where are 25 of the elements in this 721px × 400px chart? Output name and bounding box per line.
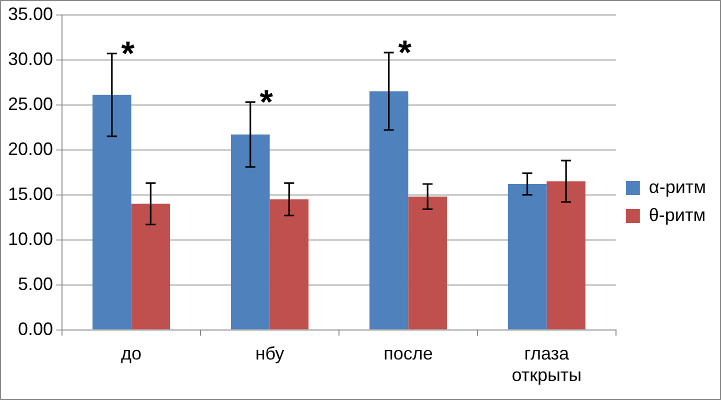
y-tick-label: 0.00 (18, 318, 54, 339)
legend-label: α-ритм (648, 176, 706, 197)
bar (131, 204, 170, 330)
y-tick-label: 30.00 (8, 48, 54, 69)
y-tick-label: 25.00 (8, 94, 54, 114)
bar (92, 94, 132, 330)
x-tick-label: до (121, 344, 142, 364)
bar (230, 134, 270, 330)
bar (369, 91, 408, 330)
y-tick-label: 35.00 (8, 4, 54, 24)
bar (270, 199, 309, 330)
y-tick-label: 10.00 (8, 228, 54, 249)
x-tick-label: глаза открыты (512, 344, 582, 386)
annotation: * (121, 34, 136, 73)
y-tick-label: 15.00 (8, 184, 54, 204)
annotation: * (398, 34, 412, 72)
y-tick-label: 20.00 (8, 138, 54, 159)
annotation: * (260, 83, 274, 122)
y-tick-label: 5.00 (18, 274, 54, 294)
bar (408, 196, 447, 330)
x-tick-label: нбу (255, 344, 284, 364)
bar (546, 181, 586, 330)
legend-label: θ-ритм (648, 204, 706, 225)
bar (508, 184, 547, 330)
x-tick-label: после (384, 344, 433, 364)
